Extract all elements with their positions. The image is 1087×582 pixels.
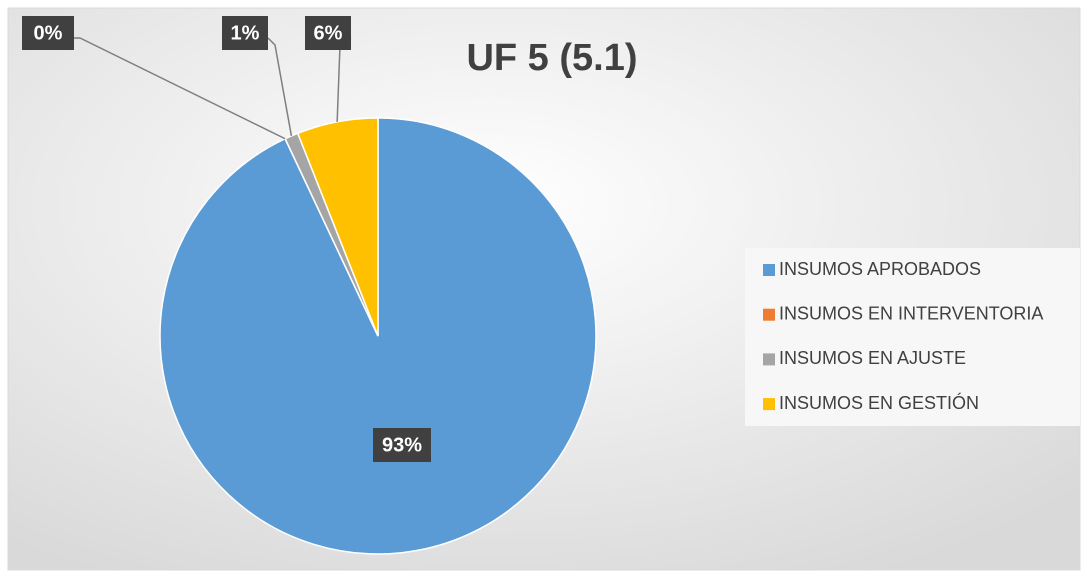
- legend-label: INSUMOS EN AJUSTE: [779, 348, 966, 368]
- legend-swatch: [763, 353, 775, 366]
- legend-swatch: [763, 398, 775, 411]
- chart-title: UF 5 (5.1): [466, 37, 637, 79]
- data-label: 1%: [231, 22, 260, 44]
- legend-label: INSUMOS EN INTERVENTORIA: [779, 303, 1043, 323]
- data-label: 0%: [34, 22, 63, 44]
- legend-swatch: [763, 264, 775, 276]
- data-label-box: [222, 16, 268, 50]
- leader-line: [74, 37, 286, 140]
- legend-swatch: [763, 308, 775, 321]
- data-label: 6%: [314, 22, 343, 44]
- legend-label: INSUMOS EN GESTIÓN: [779, 392, 979, 413]
- data-label-box: [373, 428, 431, 462]
- leader-line: [267, 37, 293, 137]
- legend-box: [745, 248, 1080, 426]
- pie-slice: [296, 117, 379, 337]
- data-label: 93%: [382, 434, 422, 456]
- data-label-box: [305, 16, 351, 50]
- legend-label: INSUMOS APROBADOS: [779, 259, 981, 279]
- data-label-box: [22, 16, 74, 50]
